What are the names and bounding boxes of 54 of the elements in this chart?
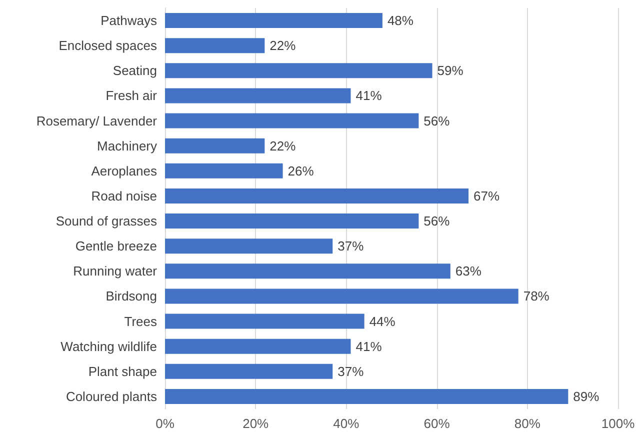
data-label: 41% <box>356 338 382 354</box>
data-label: 63% <box>455 264 482 279</box>
data-label: 22% <box>270 138 296 154</box>
data-label: 37% <box>338 364 364 379</box>
data-label: 67% <box>474 188 500 204</box>
bar <box>165 338 351 354</box>
y-tick-label: Birdsong <box>106 288 157 304</box>
y-tick-label: Coloured plants <box>66 388 158 404</box>
y-tick-label: Enclosed spaces <box>58 38 158 54</box>
bar <box>165 364 333 379</box>
y-tick-label: Pathways <box>100 13 158 28</box>
y-tick-label: Plant shape <box>88 364 157 379</box>
y-tick-label: Rosemary/ Lavender <box>36 113 158 128</box>
data-label: 59% <box>437 63 464 78</box>
y-tick-label: Machinery <box>97 138 158 154</box>
data-label: 56% <box>424 214 450 229</box>
y-tick-label: Running water <box>73 264 158 279</box>
x-tick-label: 100% <box>601 416 636 431</box>
bar <box>165 264 450 279</box>
data-label: 22% <box>270 38 296 54</box>
y-tick-label: Trees <box>124 314 158 329</box>
data-label: 44% <box>369 314 396 329</box>
bar <box>165 238 333 254</box>
y-tick-label: Gentle breeze <box>75 238 157 254</box>
data-label: 56% <box>424 113 450 128</box>
y-tick-label: Seating <box>112 63 157 78</box>
bar <box>165 88 351 104</box>
bar <box>165 163 283 178</box>
bar <box>165 288 518 304</box>
y-tick-label: Fresh air <box>106 88 158 104</box>
bar <box>165 138 265 154</box>
x-tick-label: 80% <box>514 416 541 431</box>
y-tick-label: Sound of grasses <box>56 214 158 229</box>
data-label: 48% <box>387 13 414 28</box>
data-label: 26% <box>288 163 314 178</box>
bar <box>165 63 432 78</box>
x-tick-label: 60% <box>424 416 450 431</box>
data-label: 89% <box>573 388 600 404</box>
data-label: 78% <box>523 288 550 304</box>
data-label: 41% <box>356 88 382 104</box>
bar <box>165 188 469 204</box>
y-tick-label: Aeroplanes <box>91 163 158 178</box>
x-tick-label: 20% <box>242 416 270 431</box>
data-label: 37% <box>338 238 364 254</box>
bar <box>165 314 364 329</box>
bar <box>165 388 568 404</box>
x-tick-label: 40% <box>333 416 360 431</box>
y-tick-label: Road noise <box>91 188 157 204</box>
bar <box>165 214 419 229</box>
bar <box>165 13 382 28</box>
y-tick-label: Watching wildlife <box>60 338 157 354</box>
x-tick-label: 0% <box>156 416 175 431</box>
bar <box>165 38 265 54</box>
bar <box>165 113 419 128</box>
